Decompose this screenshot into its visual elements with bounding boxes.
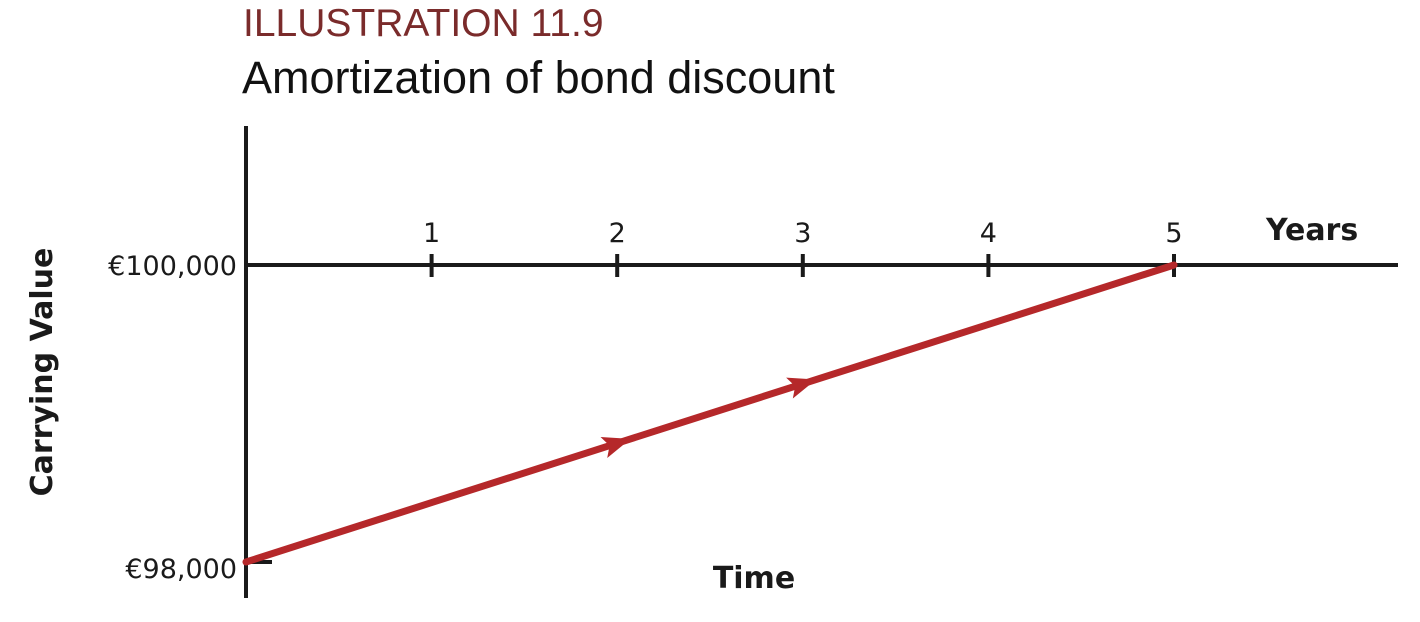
- labels-layer: 1 2 3 4 5 €100,000 €98,000 Years Time Carrying Va…: [25, 213, 1358, 596]
- x-unit-label: Years: [1265, 213, 1358, 248]
- y-tick-label-bottom: €98,000: [125, 554, 237, 585]
- axes: [244, 126, 1398, 598]
- y-axis-title: Carrying Value: [25, 248, 60, 497]
- y-tick-label-top: €100,000: [108, 251, 237, 282]
- illustration-label: ILLUSTRATION 11.9: [243, 2, 604, 45]
- direction-arrow-1: [600, 436, 631, 458]
- series-layer: [242, 261, 1178, 566]
- x-tick-label-3: 3: [794, 218, 811, 249]
- x-tick-label-4: 4: [980, 218, 997, 249]
- series-line: [242, 261, 1178, 566]
- direction-arrow-2: [786, 377, 817, 399]
- x-tick-label-2: 2: [609, 218, 626, 249]
- x-tick-label-1: 1: [423, 218, 440, 249]
- x-tick-label-5: 5: [1165, 218, 1182, 249]
- chart-title: Amortization of bond discount: [242, 52, 835, 103]
- x-axis-title: Time: [713, 561, 795, 596]
